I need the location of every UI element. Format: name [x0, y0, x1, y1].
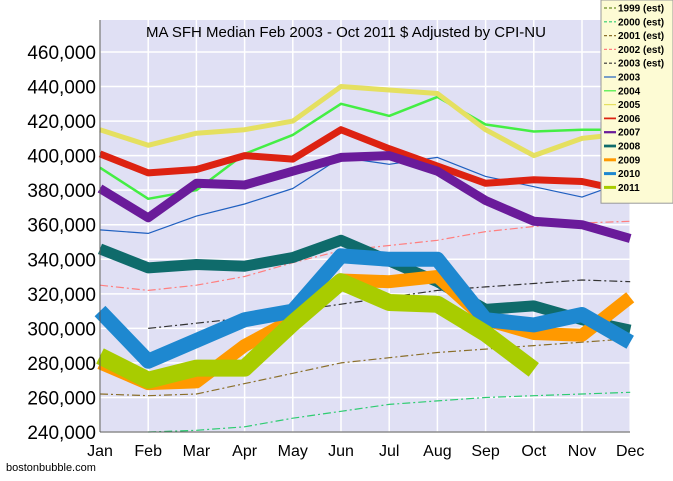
legend-label: 2001 (est) [618, 31, 664, 42]
legend-box [600, 0, 673, 204]
x-tick-label: Mar [183, 443, 211, 460]
legend-label: 2006 [618, 114, 641, 125]
y-tick-label: 360,000 [27, 216, 96, 237]
series-line-2000-est- [148, 391, 631, 433]
series-line-2009 [97, 270, 635, 391]
y-tick-label: 440,000 [27, 78, 96, 99]
y-tick-label: 300,000 [27, 319, 96, 340]
legend-label: 1999 (est) [618, 4, 664, 15]
x-tick-label: Aug [423, 443, 451, 460]
series-line-2011 [96, 273, 539, 389]
y-tick-label: 280,000 [27, 354, 96, 375]
series-line-2010 [94, 248, 634, 369]
y-tick-label: 420,000 [27, 112, 96, 133]
y-tick-label: 240,000 [27, 423, 96, 444]
legend-label: 2007 [618, 128, 641, 139]
y-tick-label: 320,000 [27, 285, 96, 306]
legend-label: 2008 [618, 142, 641, 153]
x-tick-label: May [278, 443, 308, 460]
chart-title: MA SFH Median Feb 2003 - Oct 2011 $ Adju… [146, 24, 546, 41]
y-tick-label: 340,000 [27, 250, 96, 271]
series-group [94, 84, 635, 433]
series-line-2007 [97, 151, 632, 243]
legend: 1999 (est) 2000 (est) 2001 (est) 2002 (est)… [600, 0, 673, 204]
legend-label: 2000 (est) [618, 17, 664, 28]
legend-label: 2011 [618, 183, 640, 194]
x-axis: Jan Feb Mar Apr May Jun Jul Aug Sep Oct Nov Dec [87, 431, 644, 460]
legend-label: 2010 [618, 169, 641, 180]
x-tick-label: Apr [232, 443, 258, 460]
x-tick-label: Jan [87, 443, 113, 460]
source-credit: bostonbubble.com [6, 462, 96, 474]
series-line-2001-est- [99, 338, 631, 397]
x-tick-label: Oct [521, 443, 546, 460]
x-tick-label: Jun [328, 443, 354, 460]
series-line-2006 [98, 126, 631, 196]
x-tick-label: Jul [379, 443, 399, 460]
series-line-2005 [99, 84, 631, 159]
legend-label: 2005 [618, 100, 641, 111]
x-tick-label: Nov [568, 443, 596, 460]
x-tick-label: Feb [134, 443, 162, 460]
y-tick-label: 400,000 [27, 147, 96, 168]
x-tick-label: Sep [471, 443, 500, 460]
legend-label: 2003 (est) [618, 59, 664, 70]
y-tick-label: 460,000 [27, 43, 96, 64]
y-axis: 240,000 260,000 280,000 300,000 320,000 340,0… [27, 20, 101, 444]
legend-label: 2009 [618, 155, 641, 166]
legend-label: 2002 (est) [618, 45, 664, 56]
legend-label: 2003 [618, 73, 641, 84]
y-tick-label: 260,000 [27, 388, 96, 409]
y-tick-label: 380,000 [27, 181, 96, 202]
legend-label: 2004 [618, 86, 641, 97]
x-tick-label: Dec [616, 443, 644, 460]
